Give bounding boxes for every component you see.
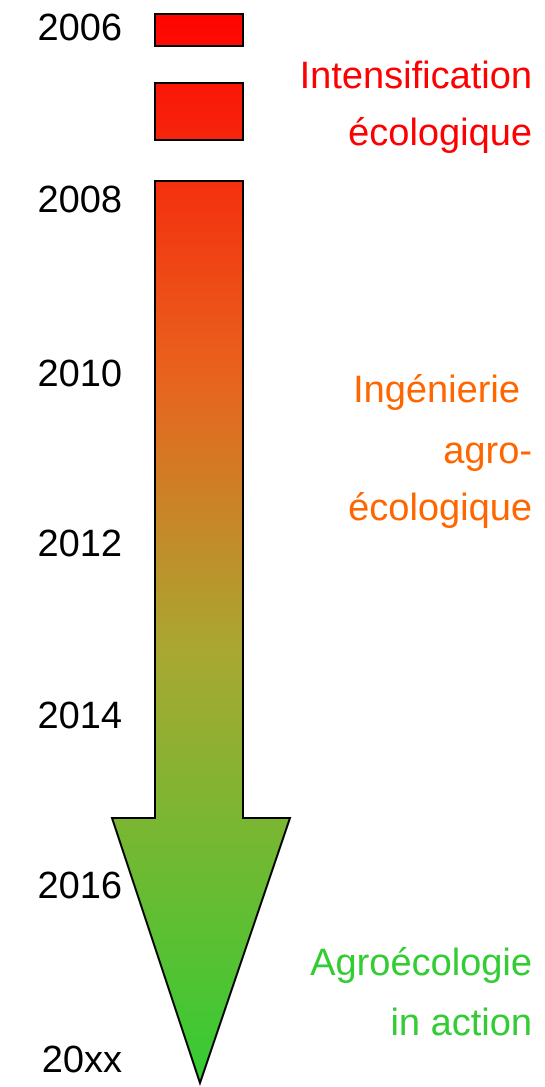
year: 20xx xyxy=(42,1039,122,1081)
phase-label: Ingénierie xyxy=(353,369,520,411)
phase-label: in action xyxy=(390,1002,532,1044)
year: 2012 xyxy=(37,523,122,565)
year: 2008 xyxy=(37,179,122,221)
year: 2016 xyxy=(37,865,122,907)
phase-label: écologique xyxy=(348,112,532,154)
phase-label: Agroécologie xyxy=(310,942,532,984)
year: 2006 xyxy=(37,7,122,49)
arrow xyxy=(110,180,292,1087)
bar-segment xyxy=(154,13,244,47)
phase-label: écologique xyxy=(348,487,532,529)
year: 2010 xyxy=(37,353,122,395)
year: 2014 xyxy=(37,695,122,737)
phase-label: Intensification xyxy=(300,55,532,97)
phase-label: agro- xyxy=(443,430,532,472)
bar-segment xyxy=(154,82,244,141)
